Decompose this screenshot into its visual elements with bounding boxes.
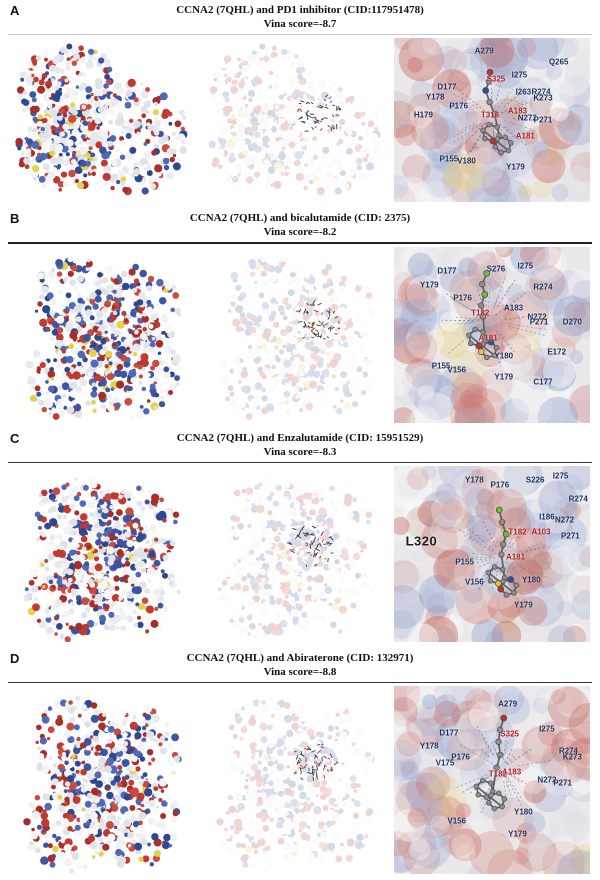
- docked-complex-overview: [201, 37, 389, 202]
- protein-surface-svg: [25, 255, 182, 420]
- binding-site-svg: [394, 465, 590, 642]
- panel-images-row: D177 S276 I275 Y179 R274 P176 A183 T182 N272 P271…: [0, 244, 600, 423]
- panel-a: A CCNA2 (7QHL) and PD1 inhibitor (CID:11…: [0, 0, 600, 208]
- panel-b: B CCNA2 (7QHL) and bicalutamide (CID: 23…: [0, 208, 600, 428]
- binding-site-detail: A279 D177 S325 I275 Y178 R274 K273 P176 V175 A183…: [394, 685, 590, 874]
- docked-overview-svg: [218, 255, 374, 420]
- title-divider: [8, 33, 592, 35]
- panel-d: D CCNA2 (7QHL) and Abiraterone (CID: 132…: [0, 648, 600, 880]
- panel-c: C CCNA2 (7QHL) and Enzalutamide (CID: 15…: [0, 428, 600, 648]
- binding-site-detail: A279 Q265 I275 S325 D177 Y178 I263 R274 K273 P176…: [394, 37, 590, 202]
- panel-title: CCNA2 (7QHL) and Abiraterone (CID: 13297…: [0, 648, 600, 680]
- panel-images-row: Y178 P176 S226 I275 R274 I186 N272 A103 P271 L320…: [0, 463, 600, 642]
- panel-title: CCNA2 (7QHL) and PD1 inhibitor (CID:1179…: [0, 0, 600, 32]
- panel-title: CCNA2 (7QHL) and bicalutamide (CID: 2375…: [0, 208, 600, 240]
- panel-title: CCNA2 (7QHL) and Enzalutamide (CID: 1595…: [0, 428, 600, 460]
- title-divider: [8, 681, 592, 683]
- protein-surface-view: [8, 685, 196, 874]
- protein-surface-svg: [15, 43, 190, 195]
- panel-images-row: A279 D177 S325 I275 Y178 R274 K273 P176 V175 A183…: [0, 683, 600, 874]
- docked-complex-overview: [201, 685, 389, 874]
- panel-title-line1: CCNA2 (7QHL) and PD1 inhibitor (CID:1179…: [176, 4, 424, 16]
- title-divider: [8, 241, 592, 244]
- panel-letter: A: [10, 3, 20, 18]
- protein-surface-svg: [23, 476, 181, 642]
- docked-overview-svg: [208, 43, 383, 195]
- protein-surface-view: [8, 465, 196, 642]
- docked-complex-overview: [201, 465, 389, 642]
- docked-overview-svg: [216, 476, 374, 639]
- panel-letter: D: [10, 651, 20, 666]
- panel-images-row: A279 Q265 I275 S325 D177 Y178 I263 R274 K273 P176…: [0, 35, 600, 202]
- protein-surface-svg: [23, 695, 182, 873]
- binding-site-svg: [394, 685, 590, 874]
- binding-site-svg: [394, 37, 590, 202]
- protein-surface-view: [8, 37, 196, 202]
- binding-site-detail: Y178 P176 S226 I275 R274 I186 N272 A103 P271 L320…: [394, 465, 590, 642]
- panel-vina-score: Vina score=-8.2: [263, 226, 337, 239]
- panel-letter: C: [10, 431, 20, 446]
- panel-title-line1: CCNA2 (7QHL) and Enzalutamide (CID: 1595…: [176, 432, 424, 444]
- docked-overview-svg: [216, 695, 375, 873]
- protein-surface-view: [8, 246, 196, 423]
- panel-vina-score: Vina score=-8.7: [263, 18, 337, 31]
- binding-site-detail: D177 S276 I275 Y179 R274 P176 A183 T182 N272 P271…: [394, 246, 590, 423]
- panel-vina-score: Vina score=-8.3: [263, 446, 337, 459]
- panel-letter: B: [10, 211, 20, 226]
- panel-vina-score: Vina score=-8.8: [263, 666, 337, 679]
- binding-site-svg: [394, 246, 590, 423]
- panel-title-line1: CCNA2 (7QHL) and bicalutamide (CID: 2375…: [189, 212, 411, 224]
- title-divider: [8, 461, 592, 463]
- panel-title-line1: CCNA2 (7QHL) and Abiraterone (CID: 13297…: [186, 652, 414, 664]
- docked-complex-overview: [201, 246, 389, 423]
